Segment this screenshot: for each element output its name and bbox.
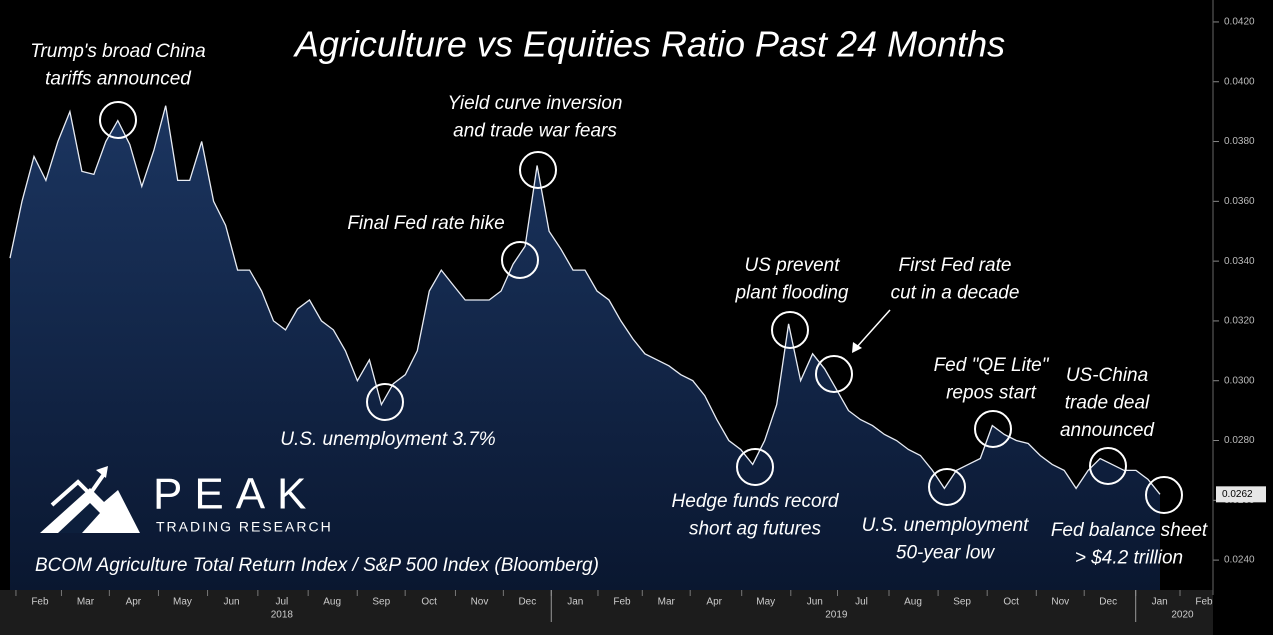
annotation-circles <box>99 101 1183 514</box>
y-tick-label: 0.0300 <box>1224 375 1255 386</box>
logo-icon <box>40 466 140 533</box>
annotation: U.S. unemployment <box>862 515 1030 536</box>
y-tick-label: 0.0340 <box>1224 256 1255 267</box>
x-tick-label: Jan <box>567 597 583 608</box>
annotation: US-China <box>1066 365 1148 386</box>
y-tick-label: 0.0240 <box>1224 555 1255 566</box>
area-fill <box>10 105 1160 590</box>
x-tick-label: Jul <box>855 597 868 608</box>
x-tick-label: Feb <box>613 597 631 608</box>
y-tick-label: 0.0320 <box>1224 316 1255 327</box>
line <box>9 105 1161 495</box>
year-label: 2018 <box>271 610 294 621</box>
x-tick-label: May <box>756 597 775 608</box>
chart-title: Agriculture vs Equities Ratio Past 24 Mo… <box>293 24 1005 65</box>
y-tick-label: 0.0280 <box>1224 435 1255 446</box>
annotation: announced <box>1060 420 1155 441</box>
annotation: US prevent <box>744 255 840 276</box>
year-label: 2019 <box>825 610 848 621</box>
x-tick-label: Feb <box>31 597 49 608</box>
x-tick-label: Oct <box>1003 597 1019 608</box>
annotation: U.S. unemployment 3.7% <box>280 429 496 450</box>
annotation: trade deal <box>1065 393 1150 414</box>
x-tick-label: Sep <box>953 597 971 608</box>
x-axis-band <box>0 590 1213 635</box>
annotation: plant flooding <box>734 283 848 304</box>
x-tick-label: Apr <box>706 597 722 608</box>
x-tick-label: Jan <box>1152 597 1168 608</box>
annotation: Fed balance sheet <box>1051 520 1208 541</box>
annotation: tariffs announced <box>45 69 192 90</box>
annotation: short ag futures <box>689 519 822 540</box>
x-tick-label: Nov <box>1051 597 1069 608</box>
annotation: and trade war fears <box>453 121 617 142</box>
annotation: repos start <box>946 383 1036 404</box>
plot <box>9 105 1161 590</box>
annotation: Final Fed rate hike <box>347 213 504 234</box>
x-tick-label: Mar <box>658 597 676 608</box>
annotation: > $4.2 trillion <box>1075 548 1183 569</box>
y-tick-label: 0.0420 <box>1224 17 1255 28</box>
annotation: cut in a decade <box>891 283 1020 304</box>
source: BCOM Agriculture Total Return Index / S&… <box>35 555 599 576</box>
last-value-box <box>1216 486 1266 503</box>
annotation: Fed "QE Lite" <box>934 355 1050 376</box>
x-tick-label: Oct <box>421 597 437 608</box>
x-tick-label: Feb <box>1195 597 1213 608</box>
y-tick-label: 0.0400 <box>1224 76 1255 87</box>
x-tick-label: Aug <box>323 597 341 608</box>
logo-name: PEAK <box>153 470 318 519</box>
y-tick-label: 0.0380 <box>1224 136 1255 147</box>
x-tick-label: May <box>173 597 192 608</box>
x-tick-label: Sep <box>372 597 390 608</box>
x-tick-label: Jun <box>223 597 239 608</box>
y-tick-label: 0.0360 <box>1224 196 1255 207</box>
annotation: First Fed rate <box>899 255 1012 276</box>
x-tick-label: Dec <box>518 597 536 608</box>
x-tick-label: Apr <box>126 597 142 608</box>
year-label: 2020 <box>1171 610 1194 621</box>
annotation: 50-year low <box>896 543 995 564</box>
x-tick-label: Dec <box>1099 597 1117 608</box>
x-tick-label: Nov <box>471 597 489 608</box>
logo-tagline: TRADING RESEARCH <box>156 519 333 535</box>
x-tick-label: Jun <box>807 597 823 608</box>
last-value-label: 0.0262 <box>1222 489 1253 500</box>
annotation: Yield curve inversion <box>448 93 623 114</box>
x-tick-label: Aug <box>904 597 922 608</box>
annotation: Trump's broad China <box>30 41 205 62</box>
x-tick-label: Mar <box>77 597 95 608</box>
x-tick-label: Jul <box>275 597 288 608</box>
annotation: Hedge funds record <box>672 491 840 512</box>
